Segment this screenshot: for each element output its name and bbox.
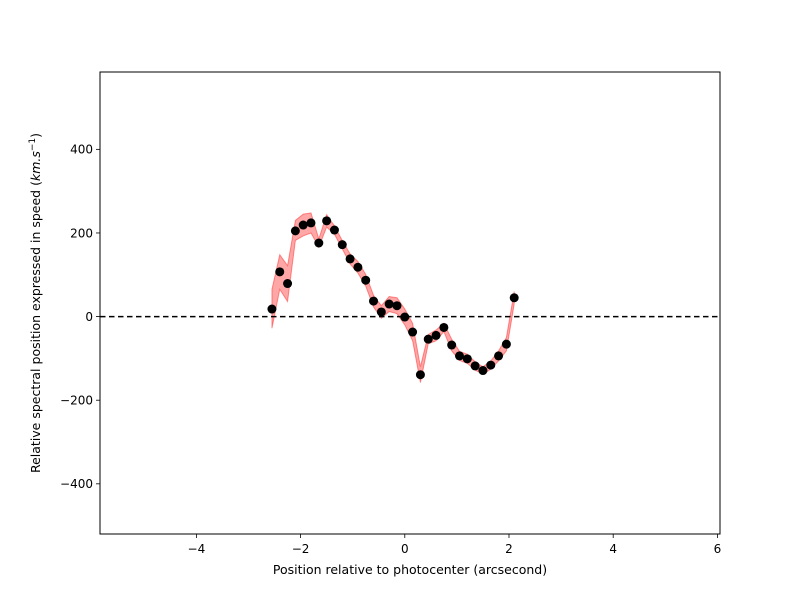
y-axis-label: Relative spectral position expressed in …: [28, 133, 43, 473]
y-axis-ticks: −400 −200 0 200 400: [60, 143, 100, 491]
x-axis-ticks: −4 −2 0 2 4 6: [188, 534, 722, 556]
data-point: [376, 307, 386, 317]
data-point: [337, 240, 347, 250]
data-point: [267, 304, 277, 314]
y-tick-label: 400: [70, 143, 93, 157]
data-point: [290, 226, 300, 236]
axes-frame: [99, 71, 721, 535]
data-point: [345, 254, 355, 264]
data-point: [439, 322, 449, 332]
data-point: [314, 238, 324, 248]
data-point: [353, 262, 363, 272]
data-point: [470, 361, 480, 371]
data-point: [431, 330, 441, 340]
data-point: [392, 301, 402, 311]
data-point: [486, 360, 496, 370]
y-tick-label: 200: [70, 226, 93, 240]
data-point: [369, 296, 379, 306]
data-point: [322, 216, 332, 226]
x-tick-label: 6: [714, 542, 722, 556]
data-point: [494, 351, 504, 361]
data-point: [423, 334, 433, 344]
x-tick-label: 0: [401, 542, 409, 556]
uncertainty-band: [271, 212, 515, 383]
y-tick-label: 0: [85, 310, 93, 324]
data-point: [306, 218, 316, 228]
data-point: [462, 354, 472, 364]
x-axis-label: Position relative to photocenter (arcsec…: [273, 562, 547, 577]
data-point: [400, 312, 410, 322]
data-point: [454, 351, 464, 361]
data-point: [478, 366, 488, 376]
data-point: [275, 267, 285, 277]
x-tick-label: −4: [188, 542, 206, 556]
x-tick-label: −2: [292, 542, 310, 556]
y-tick-label: −400: [60, 477, 93, 491]
data-point: [361, 275, 371, 285]
x-tick-label: 4: [609, 542, 617, 556]
data-point: [329, 225, 339, 235]
data-point: [408, 327, 418, 337]
plot-area: [100, 212, 720, 383]
data-point: [447, 340, 457, 350]
data-point: [298, 220, 308, 230]
data-point: [283, 279, 293, 289]
data-point: [509, 293, 519, 303]
data-point: [501, 339, 511, 349]
y-tick-label: −200: [60, 394, 93, 408]
data-points: [267, 216, 519, 380]
data-point: [415, 370, 425, 380]
x-tick-label: 2: [505, 542, 513, 556]
data-point: [384, 299, 394, 309]
